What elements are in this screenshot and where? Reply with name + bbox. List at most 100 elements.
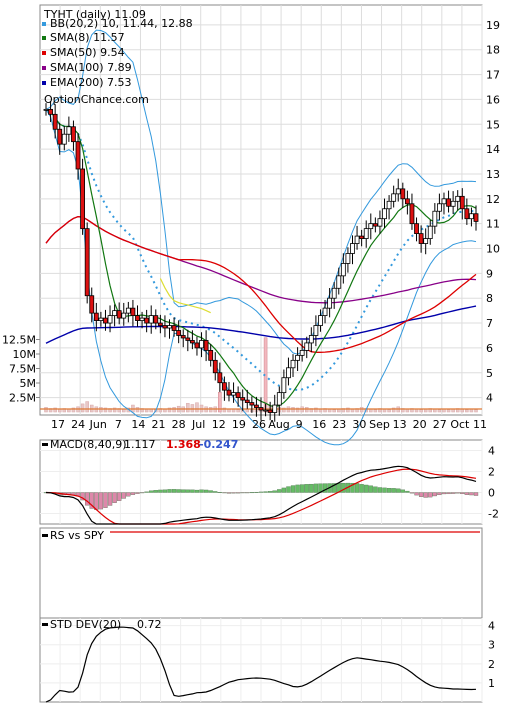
macd-histogram-bar [185, 489, 190, 493]
macd-histogram-bar [437, 492, 442, 496]
macd-histogram-bar [423, 492, 428, 498]
envelope-upper-line [159, 278, 211, 314]
macd-histogram-bar [469, 492, 474, 496]
candle-up [148, 315, 154, 324]
ema200-line [45, 305, 477, 344]
candle-down [404, 198, 410, 205]
volume-bar [44, 407, 48, 413]
volume-bar [80, 403, 85, 413]
candle-up [304, 342, 310, 351]
watermark: OptionChance.com [44, 93, 149, 106]
legend-swatch-sma8 [42, 36, 46, 40]
candle-down [212, 359, 218, 374]
macd-histogram-bar [245, 492, 250, 494]
macd-histogram-value: -0.247 [199, 438, 238, 451]
macd-histogram-bar [135, 492, 140, 494]
macd-histogram-bar [263, 491, 268, 493]
volume-bar [304, 407, 309, 413]
x-tick-label: 21 [152, 418, 166, 431]
candle-up [427, 225, 433, 239]
candle-up [139, 317, 145, 321]
candle-down [71, 126, 76, 143]
macd-tick-label: 2 [488, 466, 495, 479]
volume-bar [236, 409, 240, 413]
volume-bar [474, 409, 478, 413]
macd-histogram-bar [199, 489, 204, 493]
x-tick-label: 20 [413, 418, 427, 431]
candle-up [331, 287, 337, 299]
volume-tick-label: 10M [13, 348, 37, 361]
sma50-line [45, 216, 477, 353]
candle-down [372, 223, 378, 227]
candle-up [327, 297, 333, 309]
macd-histogram-bar [249, 492, 255, 494]
volume-bar [314, 407, 318, 413]
macd-signal-value: 1.368 [166, 438, 201, 451]
macd-histogram-bar [286, 486, 291, 493]
macd-histogram-bar [213, 491, 218, 493]
candle-up [290, 359, 296, 369]
macd-histogram-bar [405, 490, 410, 493]
candle-down [249, 402, 255, 406]
price-tick-label: 11 [486, 218, 500, 231]
macd-histogram-bar [235, 492, 241, 494]
volume-tick-label: 12.5M [2, 334, 36, 347]
price-tick-label: 10 [486, 243, 500, 256]
macd-histogram-bar [85, 492, 90, 506]
candle-down [84, 228, 90, 297]
candle-down [89, 295, 95, 314]
price-tick-label: 13 [486, 168, 500, 181]
volume-bar [186, 403, 190, 413]
candle-down [203, 340, 209, 351]
macd-histogram-bar [208, 490, 213, 493]
volume-bar [167, 407, 172, 413]
x-tick-label: 24 [71, 418, 85, 431]
macd-histogram-bar [240, 492, 245, 494]
candle-down [162, 325, 168, 329]
candle-up [386, 200, 392, 210]
candle-down [240, 397, 246, 401]
candle-down [116, 310, 122, 319]
candle-up [61, 133, 67, 145]
x-tick-label: 9 [296, 418, 303, 431]
macd-histogram-bar [258, 491, 264, 493]
candle-down [135, 315, 140, 321]
macd-tick-label: 4 [488, 445, 495, 458]
macd-histogram-bar [126, 492, 131, 497]
candle-up [272, 404, 278, 413]
candle-down [267, 409, 273, 413]
legend-ema200: EMA(200) 7.53 [50, 76, 132, 89]
legend-sma100: SMA(100) 7.89 [50, 61, 132, 74]
macd-histogram-bar [139, 492, 145, 494]
macd-histogram-bar [194, 489, 200, 493]
volume-bar [446, 409, 451, 413]
price-tick-label: 12 [486, 193, 500, 206]
price-tick-label: 4 [486, 392, 493, 405]
candle-down [222, 382, 227, 391]
candle-down [144, 317, 150, 324]
x-tick-label: 12 [212, 418, 226, 431]
volume-tick-label: 2.5M [9, 392, 36, 405]
candle-up [423, 238, 429, 244]
macd-histogram-bar [300, 484, 305, 493]
macd-histogram-bar [414, 492, 419, 496]
x-tick-label: 23 [332, 418, 346, 431]
candle-down [464, 208, 470, 220]
macd-histogram-bar [107, 492, 113, 506]
macd-histogram-bar [167, 489, 172, 493]
macd-histogram-bar [473, 492, 479, 496]
price-tick-label: 15 [486, 118, 500, 131]
volume-bar [387, 409, 391, 413]
macd-histogram-bar [391, 488, 396, 493]
macd-histogram-bar [144, 491, 149, 493]
candle-up [391, 193, 397, 202]
macd-histogram-bar [432, 492, 437, 497]
x-tick-label: Jul [191, 418, 205, 431]
macd-histogram-bar [103, 492, 108, 508]
candle-up [112, 310, 118, 317]
candle-up [322, 307, 328, 317]
candle-up [345, 253, 351, 264]
candle-down [414, 223, 419, 235]
volume-bar [195, 402, 199, 413]
x-tick-label: 27 [433, 418, 447, 431]
